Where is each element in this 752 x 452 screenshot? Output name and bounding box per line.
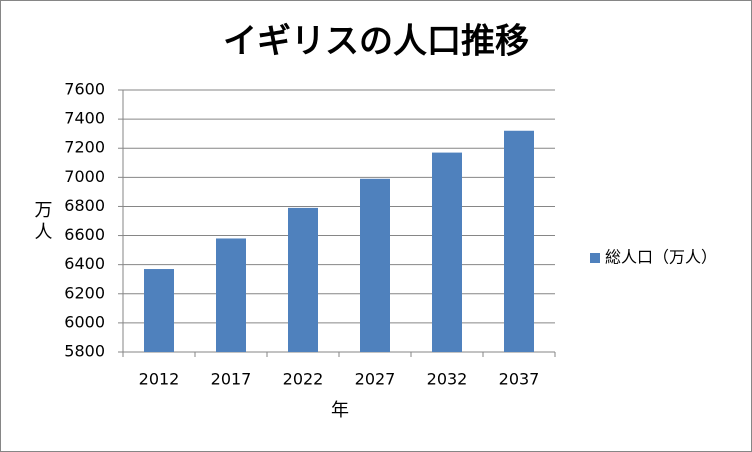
bar [288, 207, 318, 352]
y-tick-label: 6600 [64, 225, 105, 244]
y-tick-label: 7000 [64, 167, 105, 186]
legend-swatch [590, 253, 600, 263]
x-tick-label: 2037 [499, 370, 540, 389]
x-tick-label: 2017 [211, 370, 252, 389]
y-tick-label: 7400 [64, 109, 105, 128]
x-tick-label: 2027 [355, 370, 396, 389]
chart-title: イギリスの人口推移 [223, 22, 529, 62]
y-tick-label: 7600 [64, 80, 105, 99]
bar [216, 238, 246, 352]
bar [504, 130, 534, 352]
x-tick-label: 2032 [427, 370, 468, 389]
x-axis-label: 年 [331, 400, 349, 421]
bar [432, 152, 462, 352]
x-tick-label: 2022 [283, 370, 324, 389]
y-tick-label: 5800 [64, 342, 105, 361]
y-tick-label: 6000 [64, 312, 105, 331]
bar [360, 178, 390, 352]
y-tick-label: 7200 [64, 138, 105, 157]
y-tick-label: 6400 [64, 254, 105, 273]
bar [144, 269, 174, 352]
y-tick-label: 6800 [64, 196, 105, 215]
y-axis-label: 万人 [32, 200, 53, 244]
y-tick-label: 6200 [64, 283, 105, 302]
legend-label: 総人口（万人） [605, 248, 717, 267]
x-tick-label: 2012 [139, 370, 180, 389]
